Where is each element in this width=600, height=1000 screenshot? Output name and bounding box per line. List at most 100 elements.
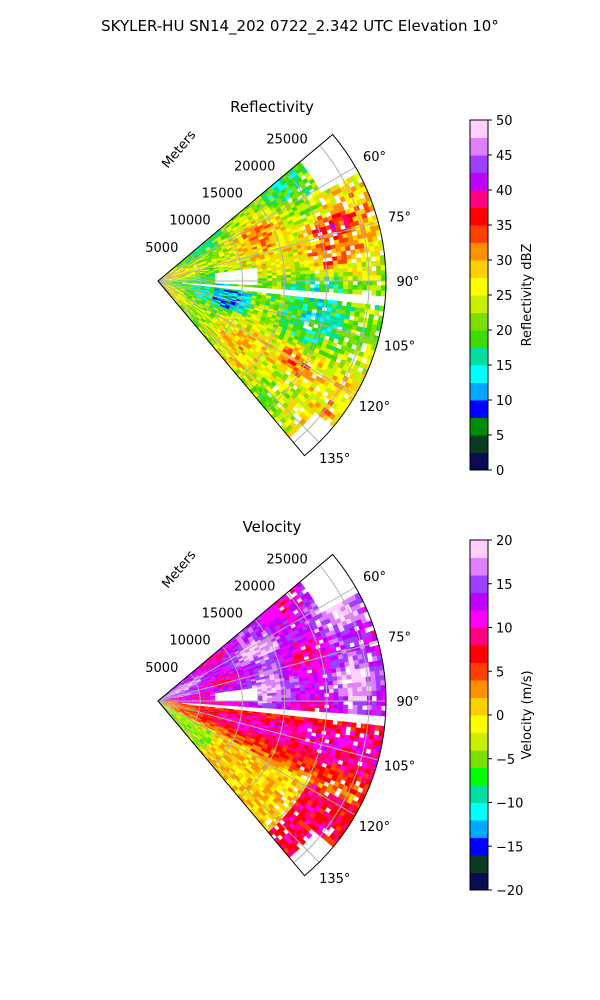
colorbar-segment bbox=[470, 715, 488, 733]
azimuth-spoke bbox=[157, 280, 379, 341]
colorbar: −20 −15 −10 −5 0 5 10 15 20 Velocity (m/s) bbox=[469, 534, 535, 899]
colorbar-segment bbox=[470, 872, 488, 891]
colorbar-segment bbox=[470, 435, 488, 453]
radial-axis-label: Meters bbox=[159, 128, 199, 172]
azimuth-tick-label: 120° bbox=[359, 820, 390, 835]
colorbar-segment bbox=[470, 592, 488, 611]
colorbar-segment bbox=[470, 225, 488, 243]
sector-frame bbox=[157, 553, 387, 877]
colorbar-segment bbox=[470, 732, 488, 751]
radial-tick-label: 15000 bbox=[202, 187, 243, 202]
colorbar-segment bbox=[470, 662, 488, 681]
azimuth-spoke bbox=[157, 166, 356, 282]
azimuth-tick-label: 90° bbox=[396, 695, 419, 710]
azimuth-tick-label: 135° bbox=[319, 452, 350, 467]
colorbar-tick-label: 10 bbox=[496, 622, 513, 637]
radar-field bbox=[158, 161, 387, 439]
colorbar-segment bbox=[470, 802, 488, 821]
colorbar-segment bbox=[470, 242, 488, 261]
colorbar-tick-label: 0 bbox=[496, 464, 504, 479]
radial-axis-label: Meters bbox=[159, 548, 199, 592]
velocity-panel: Velocity 5000 10000 15000 20000 25000 Meters 60… bbox=[145, 518, 535, 899]
range-ring bbox=[293, 144, 370, 444]
colorbar-segment bbox=[470, 627, 488, 646]
azimuth-spoke bbox=[157, 700, 320, 863]
colorbar-segment bbox=[470, 417, 488, 436]
azimuth-tick-label: 60° bbox=[363, 570, 386, 585]
colorbar-segment bbox=[470, 540, 488, 558]
range-ring bbox=[211, 226, 243, 347]
colorbar-segment bbox=[470, 400, 488, 418]
azimuth-tick-label: 60° bbox=[363, 150, 386, 165]
colorbar-tick-label: −15 bbox=[496, 840, 523, 855]
colorbar-tick-label: 45 bbox=[496, 149, 513, 164]
colorbar-segment bbox=[470, 295, 488, 313]
radar-field bbox=[158, 581, 387, 859]
colorbar-segment bbox=[470, 452, 488, 471]
colorbar-segment bbox=[470, 820, 488, 838]
colorbar-tick-label: 5 bbox=[496, 429, 504, 444]
panel-title: Velocity bbox=[243, 518, 302, 536]
colorbar-segment bbox=[470, 207, 488, 226]
colorbar-tick-label: −5 bbox=[496, 753, 515, 768]
radial-tick-label: 5000 bbox=[145, 241, 178, 256]
colorbar-segment bbox=[470, 277, 488, 296]
colorbar-tick-label: 15 bbox=[496, 578, 513, 593]
colorbar-tick-label: 35 bbox=[496, 219, 513, 234]
azimuth-spoke bbox=[157, 700, 379, 761]
colorbar-segment bbox=[470, 785, 488, 803]
colorbar-tick-label: 15 bbox=[496, 359, 513, 374]
colorbar-segment bbox=[470, 610, 488, 628]
azimuth-tick-label: 120° bbox=[359, 400, 390, 415]
colorbar-segment bbox=[470, 750, 488, 768]
colorbar-tick-label: 20 bbox=[496, 324, 513, 339]
colorbar-label: Velocity (m/s) bbox=[520, 670, 535, 759]
radial-tick-label: 10000 bbox=[169, 634, 210, 649]
radial-tick-label: 20000 bbox=[234, 159, 275, 174]
colorbar-label: Reflectivity dBZ bbox=[520, 244, 535, 347]
azimuth-spoke bbox=[157, 221, 379, 282]
azimuth-spoke bbox=[157, 641, 379, 702]
azimuth-tick-label: 105° bbox=[384, 340, 415, 355]
colorbar-segment bbox=[470, 697, 488, 716]
azimuth-tick-label: 75° bbox=[388, 210, 411, 225]
range-ring bbox=[293, 564, 370, 864]
colorbar-segment bbox=[470, 172, 488, 191]
colorbar-segment bbox=[470, 155, 488, 173]
colorbar-tick-label: 40 bbox=[496, 184, 513, 199]
panel-title: Reflectivity bbox=[230, 98, 314, 116]
colorbar-tick-label: 25 bbox=[496, 289, 513, 304]
range-ring bbox=[266, 592, 328, 831]
colorbar-tick-label: 0 bbox=[496, 709, 504, 724]
azimuth-spoke bbox=[157, 280, 320, 443]
azimuth-tick-label: 75° bbox=[388, 630, 411, 645]
azimuth-tick-label: 90° bbox=[396, 275, 419, 290]
colorbar-segment bbox=[470, 347, 488, 366]
sector-frame bbox=[157, 133, 387, 457]
azimuth-tick-label: 135° bbox=[319, 872, 350, 887]
radial-tick-label: 25000 bbox=[266, 552, 307, 567]
colorbar-segment bbox=[470, 855, 488, 873]
colorbar-segment bbox=[470, 767, 488, 786]
radial-tick-label: 25000 bbox=[266, 132, 307, 147]
colorbar: 0 5 10 15 20 25 30 35 40 45 50 Reflectivity dBZ bbox=[469, 114, 535, 479]
range-ring bbox=[266, 172, 328, 411]
reflectivity-panel: Reflectivity 5000 10000 15000 20000 25000 Mete… bbox=[145, 98, 535, 479]
colorbar-tick-label: 50 bbox=[496, 114, 513, 129]
radial-tick-label: 15000 bbox=[202, 607, 243, 622]
colorbar-segment bbox=[470, 330, 488, 348]
colorbar-segment bbox=[470, 190, 488, 208]
radial-tick-label: 5000 bbox=[145, 661, 178, 676]
colorbar-segment bbox=[470, 365, 488, 383]
colorbar-tick-label: 20 bbox=[496, 534, 513, 549]
range-ring bbox=[239, 619, 286, 799]
colorbar-segment bbox=[470, 837, 488, 856]
range-ring bbox=[211, 646, 243, 767]
colorbar-tick-label: −20 bbox=[496, 884, 523, 899]
colorbar-segment bbox=[470, 382, 488, 401]
colorbar-segment bbox=[470, 575, 488, 593]
colorbar-tick-label: 5 bbox=[496, 665, 504, 680]
colorbar-tick-label: 10 bbox=[496, 394, 513, 409]
radial-tick-label: 10000 bbox=[169, 214, 210, 229]
colorbar-tick-label: 30 bbox=[496, 254, 513, 269]
